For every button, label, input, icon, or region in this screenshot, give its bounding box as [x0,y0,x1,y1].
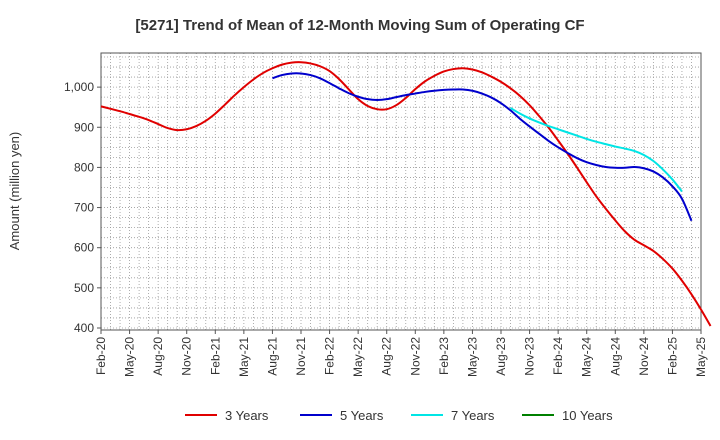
x-tick-label: Feb-24 [551,337,565,375]
legend-label-5-years: 5 Years [340,408,384,423]
y-tick-label: 700 [74,201,94,215]
legend-label-10-years: 10 Years [562,408,613,423]
y-tick-label: 1,000 [64,80,94,94]
x-tick-label: Nov-22 [408,337,422,376]
x-tick-label: Feb-20 [94,337,108,375]
x-tick-label: Feb-22 [323,337,337,375]
x-tick-label: Aug-24 [608,337,622,376]
series-line-3-years [100,61,712,327]
grid [101,53,701,330]
x-tick-label: Feb-21 [208,337,222,375]
legend: 3 Years 5 Years 7 Years 10 Years [185,408,613,423]
x-tick-label: Aug-20 [151,337,165,376]
plot-frame [100,52,702,331]
x-tick-label: Nov-21 [294,337,308,376]
x-tick-label: Aug-22 [380,337,394,376]
series-group [100,61,712,327]
y-tick-label: 600 [74,241,94,255]
x-tick-label: May-25 [694,337,708,377]
y-tick-label: 500 [74,281,94,295]
x-tick-label: Nov-23 [523,337,537,376]
series-line-7-years [510,107,683,193]
x-tick-label: Feb-23 [437,337,451,375]
x-tick-label: Aug-23 [494,337,508,376]
y-axis: 400 500 600 700 800 900 1,000 [64,80,101,335]
chart-title: [5271] Trend of Mean of 12-Month Moving … [135,17,584,34]
x-tick-label: May-22 [351,337,365,377]
x-tick-label: Aug-21 [265,337,279,376]
x-tick-label: Feb-25 [665,337,679,375]
x-tick-label: Nov-24 [637,337,651,376]
y-tick-label: 800 [74,160,94,174]
y-axis-label: Amount (million yen) [7,132,22,251]
x-tick-label: May-21 [237,337,251,377]
legend-label-7-years: 7 Years [451,408,495,423]
x-axis: Feb-20 May-20 Aug-20 Nov-20 Feb-21 May-21 Aug-… [94,330,708,377]
x-tick-label: May-23 [465,337,479,377]
y-tick-label: 900 [74,120,94,134]
series-line-5-years [272,72,693,222]
x-tick-label: Nov-20 [180,337,194,376]
x-tick-label: May-20 [123,337,137,377]
x-tick-label: May-24 [580,337,594,377]
y-tick-label: 400 [74,321,94,335]
legend-label-3-years: 3 Years [225,408,269,423]
